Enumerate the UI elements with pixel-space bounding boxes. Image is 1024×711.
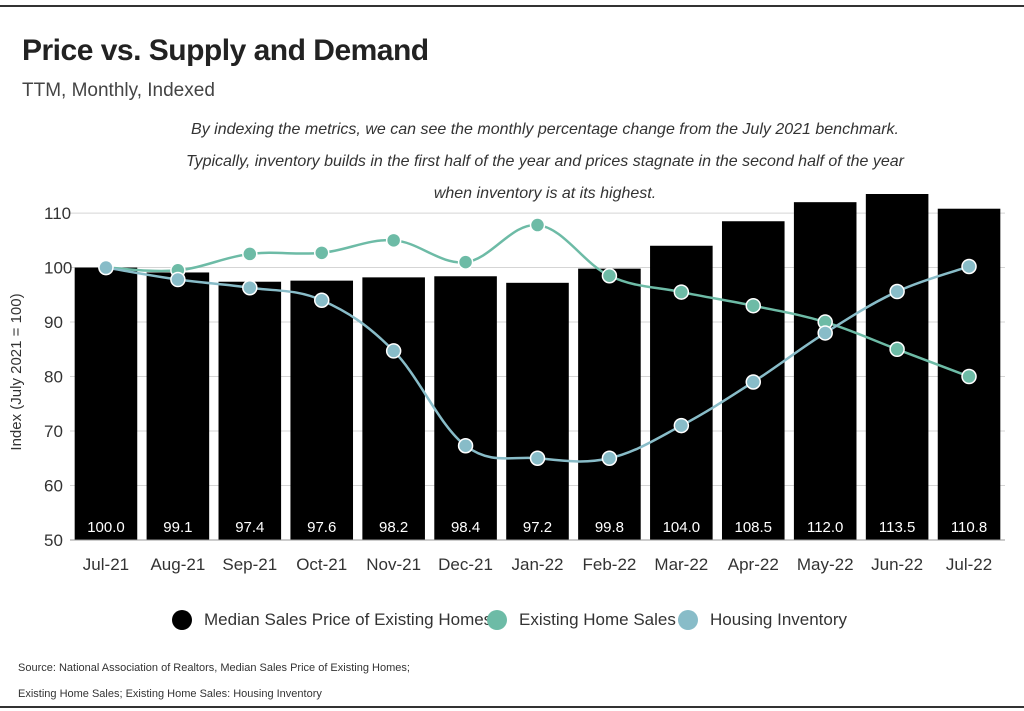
chart-plot: 50 60 70 80 90 100 110 Index (July 2021 = 100) 1… xyxy=(8,194,1005,574)
bar xyxy=(218,281,282,540)
x-tick-label: Nov-21 xyxy=(366,555,421,574)
y-tick-label: 60 xyxy=(44,477,63,496)
legend-swatch-housing-inventory xyxy=(678,610,698,630)
legend-label-home-sales: Existing Home Sales xyxy=(519,610,676,629)
bar-value-label: 104.0 xyxy=(663,519,701,536)
bar xyxy=(290,280,354,540)
bottom-rule xyxy=(0,706,1024,708)
legend-swatch-home-sales xyxy=(487,610,507,630)
y-axis-label: Index (July 2021 = 100) xyxy=(8,293,25,450)
chart-title: Price vs. Supply and Demand xyxy=(22,34,429,67)
legend-item-median-price: Median Sales Price of Existing Homes xyxy=(172,610,492,630)
bar-value-label: 97.2 xyxy=(523,519,552,536)
chart-annotation: By indexing the metrics, we can see the … xyxy=(120,114,970,210)
x-tick-label: Apr-22 xyxy=(728,555,779,574)
chart-subtitle: TTM, Monthly, Indexed xyxy=(22,80,215,101)
bar-value-label: 98.2 xyxy=(379,519,408,536)
legend-item-home-sales: Existing Home Sales xyxy=(487,610,676,630)
point-home-sales xyxy=(673,284,690,300)
point-home-sales xyxy=(601,267,618,284)
x-tick-label: Jul-22 xyxy=(946,555,992,574)
point-housing-inventory xyxy=(961,258,977,275)
bar xyxy=(865,194,929,540)
legend-label-median-price: Median Sales Price of Existing Homes xyxy=(204,610,493,629)
point-housing-inventory xyxy=(457,437,474,454)
legend-swatch-median-price xyxy=(172,610,192,630)
point-home-sales xyxy=(529,217,546,233)
x-tick-label: Jul-21 xyxy=(83,555,129,574)
y-tick-label: 50 xyxy=(44,531,63,550)
bar xyxy=(793,202,857,541)
point-housing-inventory xyxy=(385,343,402,359)
bar xyxy=(434,276,497,540)
annotation-line-1: By indexing the metrics, we can see the … xyxy=(191,121,899,138)
point-home-sales xyxy=(961,368,977,385)
x-tick-label: Mar-22 xyxy=(654,555,708,574)
legend-item-housing-inventory: Housing Inventory xyxy=(678,610,847,630)
chart-legend: Median Sales Price of Existing Homes Exi… xyxy=(0,610,1024,638)
bar-value-label: 112.0 xyxy=(807,519,843,536)
bar-value-label: 110.8 xyxy=(951,519,987,536)
top-rule xyxy=(0,5,1024,7)
point-home-sales xyxy=(385,232,402,249)
point-housing-inventory xyxy=(817,325,833,341)
bar xyxy=(74,267,138,540)
x-tick-label: Oct-21 xyxy=(296,555,347,574)
x-tick-label: Aug-21 xyxy=(150,555,205,574)
point-home-sales xyxy=(457,254,474,270)
bar-value-label: 113.5 xyxy=(879,519,915,536)
source-line-1: Source: National Association of Realtors… xyxy=(18,662,410,674)
bar xyxy=(578,268,641,540)
bar-value-label: 108.5 xyxy=(734,519,772,536)
x-tick-label: Sep-21 xyxy=(222,555,277,574)
bar-value-label: 98.4 xyxy=(451,519,480,536)
annotation-line-2: Typically, inventory builds in the first… xyxy=(185,153,905,170)
annotation-line-3: when inventory is at its highest. xyxy=(433,185,657,202)
y-tick-label: 100 xyxy=(44,259,72,278)
bar xyxy=(146,272,210,540)
bar xyxy=(362,277,425,540)
point-home-sales xyxy=(889,341,905,358)
point-housing-inventory xyxy=(745,374,762,390)
x-tick-label: Feb-22 xyxy=(582,555,636,574)
point-home-sales xyxy=(745,297,762,314)
point-housing-inventory xyxy=(313,292,330,309)
source-line-2: Existing Home Sales; Existing Home Sales… xyxy=(18,688,322,700)
point-housing-inventory xyxy=(889,283,905,300)
bar-value-label: 97.4 xyxy=(235,519,264,536)
point-housing-inventory xyxy=(170,271,186,288)
x-tick-label: Dec-21 xyxy=(438,555,493,574)
bar-value-label: 99.8 xyxy=(595,519,624,536)
point-housing-inventory xyxy=(529,450,546,467)
bar-value-label: 97.6 xyxy=(307,519,336,536)
point-housing-inventory xyxy=(601,450,618,467)
x-tick-label: May-22 xyxy=(797,555,854,574)
y-tick-label: 80 xyxy=(44,368,63,387)
y-tick-label: 90 xyxy=(44,313,63,332)
bar xyxy=(506,282,569,540)
x-tick-label: Jan-22 xyxy=(512,555,564,574)
y-tick-label: 70 xyxy=(44,422,63,441)
x-tick-label: Jun-22 xyxy=(871,555,923,574)
bar-value-label: 100.0 xyxy=(87,519,125,536)
bar-value-label: 99.1 xyxy=(163,519,192,536)
y-tick-label: 110 xyxy=(44,204,71,223)
legend-label-housing-inventory: Housing Inventory xyxy=(710,610,848,629)
point-home-sales xyxy=(313,245,330,261)
point-housing-inventory xyxy=(673,417,690,434)
point-housing-inventory xyxy=(98,259,114,276)
point-housing-inventory xyxy=(242,279,258,296)
point-home-sales xyxy=(242,246,258,262)
